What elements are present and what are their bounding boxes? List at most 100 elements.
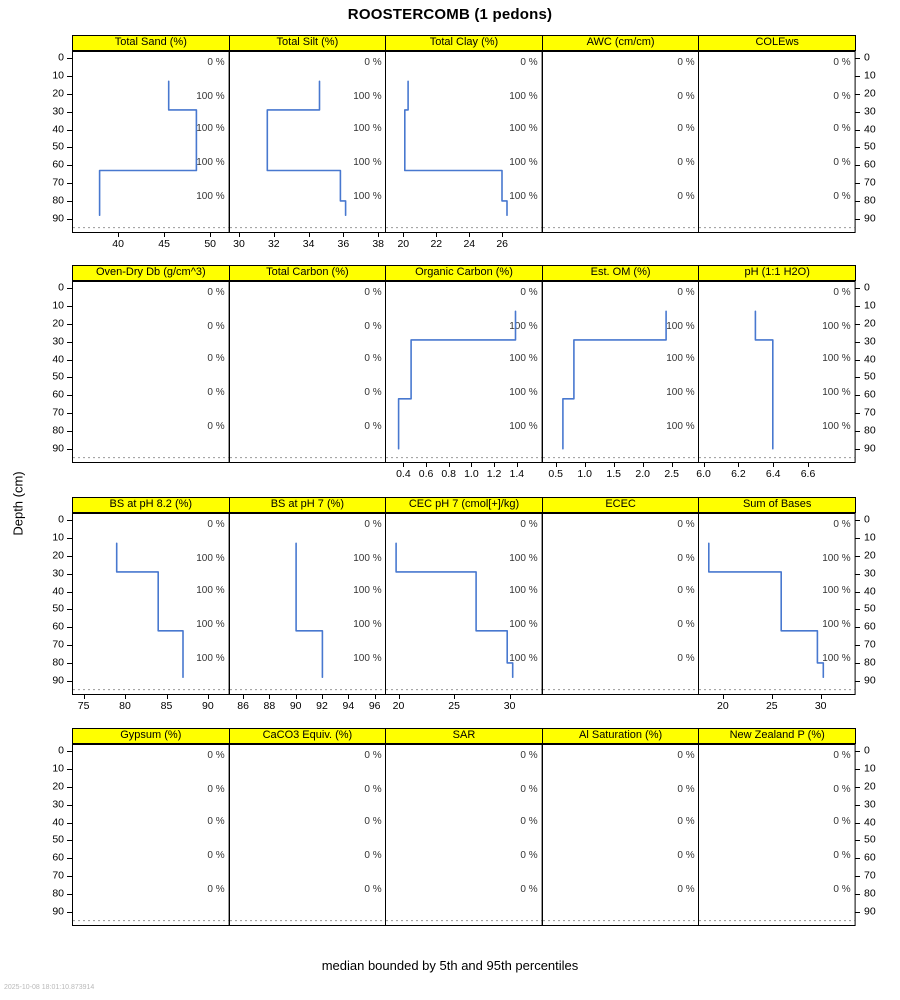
depth-tick-label: 0 bbox=[864, 744, 870, 757]
contributing-fraction-label: 100 % bbox=[196, 123, 224, 134]
panel-border bbox=[72, 513, 230, 695]
y-tick-mark bbox=[67, 413, 72, 414]
y-tick-mark bbox=[855, 129, 860, 131]
contributing-fraction-label: 100 % bbox=[509, 421, 537, 432]
y-tick-mark bbox=[67, 555, 72, 557]
panel-border bbox=[541, 281, 700, 463]
x-tick-mark bbox=[322, 695, 323, 699]
depth-tick-label: 60 bbox=[864, 851, 876, 864]
contributing-fraction-label: 0 % bbox=[207, 421, 224, 432]
panel-plot-2: 0 % 100 % 100 % 100 % 100 % bbox=[385, 51, 543, 233]
x-tick-label: 90 bbox=[202, 700, 214, 712]
contributing-fraction-label: 0 % bbox=[521, 816, 538, 827]
contributing-fraction-label: 100 % bbox=[823, 421, 851, 432]
y-tick-mark bbox=[67, 786, 72, 788]
contributing-fraction-label: 100 % bbox=[823, 585, 851, 596]
panel-border bbox=[228, 513, 387, 695]
contributing-fraction-label: 0 % bbox=[521, 884, 538, 895]
x-tick-mark bbox=[207, 695, 209, 699]
contributing-fraction-label: 0 % bbox=[207, 353, 224, 364]
x-tick-label: 30 bbox=[233, 238, 245, 250]
panel-strip-15: Gypsum (%) bbox=[72, 728, 230, 744]
y-tick-mark bbox=[855, 413, 860, 414]
depth-tick-label: 90 bbox=[864, 212, 876, 225]
contributing-fraction-label: 100 % bbox=[509, 585, 537, 596]
panel-plot-8: 0 % 100 % 100 % 100 % 100 % bbox=[541, 281, 700, 463]
x-tick-mark bbox=[469, 233, 471, 237]
y-tick-mark bbox=[855, 555, 860, 557]
depth-tick-label: 30 bbox=[52, 567, 64, 580]
y-tick-mark bbox=[67, 822, 72, 824]
x-tick-label: 32 bbox=[267, 238, 280, 250]
contributing-fraction-label: 100 % bbox=[823, 321, 851, 332]
contributing-fraction-label: 0 % bbox=[834, 157, 851, 168]
contributing-fraction-label: 0 % bbox=[677, 57, 694, 68]
depth-tick-label: 0 bbox=[58, 51, 64, 64]
contributing-fraction-label: 100 % bbox=[666, 353, 694, 364]
x-tick-label: 2.5 bbox=[664, 468, 679, 480]
depth-tick-label: 40 bbox=[864, 123, 876, 135]
depth-tick-label: 60 bbox=[864, 620, 876, 633]
depth-tick-label: 40 bbox=[52, 585, 64, 597]
median-profile-line bbox=[561, 310, 667, 450]
panel-plot-19: 0 % 0 % 0 % 0 % 0 % bbox=[698, 744, 856, 926]
depth-tick-label: 50 bbox=[864, 370, 876, 383]
x-tick-mark bbox=[555, 463, 557, 467]
panel-strip-8: Est. OM (%) bbox=[541, 265, 700, 281]
contributing-fraction-label: 100 % bbox=[509, 619, 537, 630]
panel-plot-18: 0 % 0 % 0 % 0 % 0 % bbox=[541, 744, 700, 926]
panel-strip-0: Total Sand (%) bbox=[72, 35, 230, 51]
contributing-fraction-label: 0 % bbox=[834, 123, 851, 134]
contributing-fraction-label: 0 % bbox=[521, 57, 538, 68]
depth-tick-label: 30 bbox=[864, 798, 876, 811]
depth-tick-label: 80 bbox=[52, 194, 64, 207]
panel-plot-11: 0 % 100 % 100 % 100 % 100 % bbox=[228, 513, 387, 695]
x-tick-label: 24 bbox=[463, 238, 476, 250]
contributing-fraction-label: 0 % bbox=[677, 287, 694, 298]
depth-tick-label: 60 bbox=[864, 388, 876, 401]
panel-border bbox=[541, 744, 700, 926]
y-tick-mark bbox=[67, 306, 72, 307]
y-tick-mark bbox=[855, 430, 860, 432]
panel-border bbox=[228, 281, 387, 463]
contributing-fraction-label: 0 % bbox=[521, 519, 538, 530]
contributing-fraction-label: 100 % bbox=[666, 421, 694, 432]
x-tick-label: 1.4 bbox=[509, 468, 525, 480]
panel-strip-16: CaCO3 Equiv. (%) bbox=[228, 728, 387, 744]
y-tick-mark bbox=[855, 111, 860, 113]
x-tick-mark bbox=[378, 233, 380, 237]
depth-tick-label: 30 bbox=[52, 105, 64, 118]
contributing-fraction-label: 100 % bbox=[196, 91, 224, 102]
contributing-fraction-label: 0 % bbox=[364, 519, 381, 530]
x-tick-mark bbox=[239, 233, 240, 237]
depth-tick-label: 10 bbox=[864, 69, 876, 82]
x-tick-label: 1.2 bbox=[486, 468, 502, 480]
x-tick-label: 1.0 bbox=[464, 468, 479, 480]
y-tick-mark bbox=[855, 288, 860, 290]
panel-border bbox=[228, 51, 387, 233]
panel-strip-13: ECEC bbox=[541, 497, 700, 513]
x-tick-mark bbox=[426, 463, 428, 467]
panel-strip-1: Total Silt (%) bbox=[228, 35, 387, 51]
contributing-fraction-label: 0 % bbox=[207, 321, 224, 332]
y-tick-mark bbox=[855, 573, 860, 575]
y-tick-mark bbox=[67, 200, 72, 202]
depth-tick-label: 10 bbox=[52, 531, 64, 544]
x-tick-label: 22 bbox=[430, 238, 443, 250]
contributing-fraction-label: 0 % bbox=[834, 91, 851, 102]
y-tick-mark bbox=[855, 165, 860, 167]
y-tick-mark bbox=[855, 662, 860, 664]
x-tick-label: 20 bbox=[717, 700, 729, 712]
y-tick-mark bbox=[67, 804, 72, 806]
panel-strip-18: Al Saturation (%) bbox=[541, 728, 700, 744]
x-tick-label: 6.4 bbox=[765, 468, 781, 480]
panel-plot-16: 0 % 0 % 0 % 0 % 0 % bbox=[228, 744, 387, 926]
contributing-fraction-label: 100 % bbox=[196, 553, 224, 564]
contributing-fraction-label: 0 % bbox=[364, 287, 381, 298]
panel-border bbox=[72, 51, 230, 233]
contributing-fraction-label: 100 % bbox=[196, 157, 224, 168]
y-tick-mark bbox=[67, 893, 72, 895]
y-tick-mark bbox=[67, 645, 72, 646]
contributing-fraction-label: 0 % bbox=[364, 387, 381, 398]
x-tick-mark bbox=[703, 463, 705, 467]
